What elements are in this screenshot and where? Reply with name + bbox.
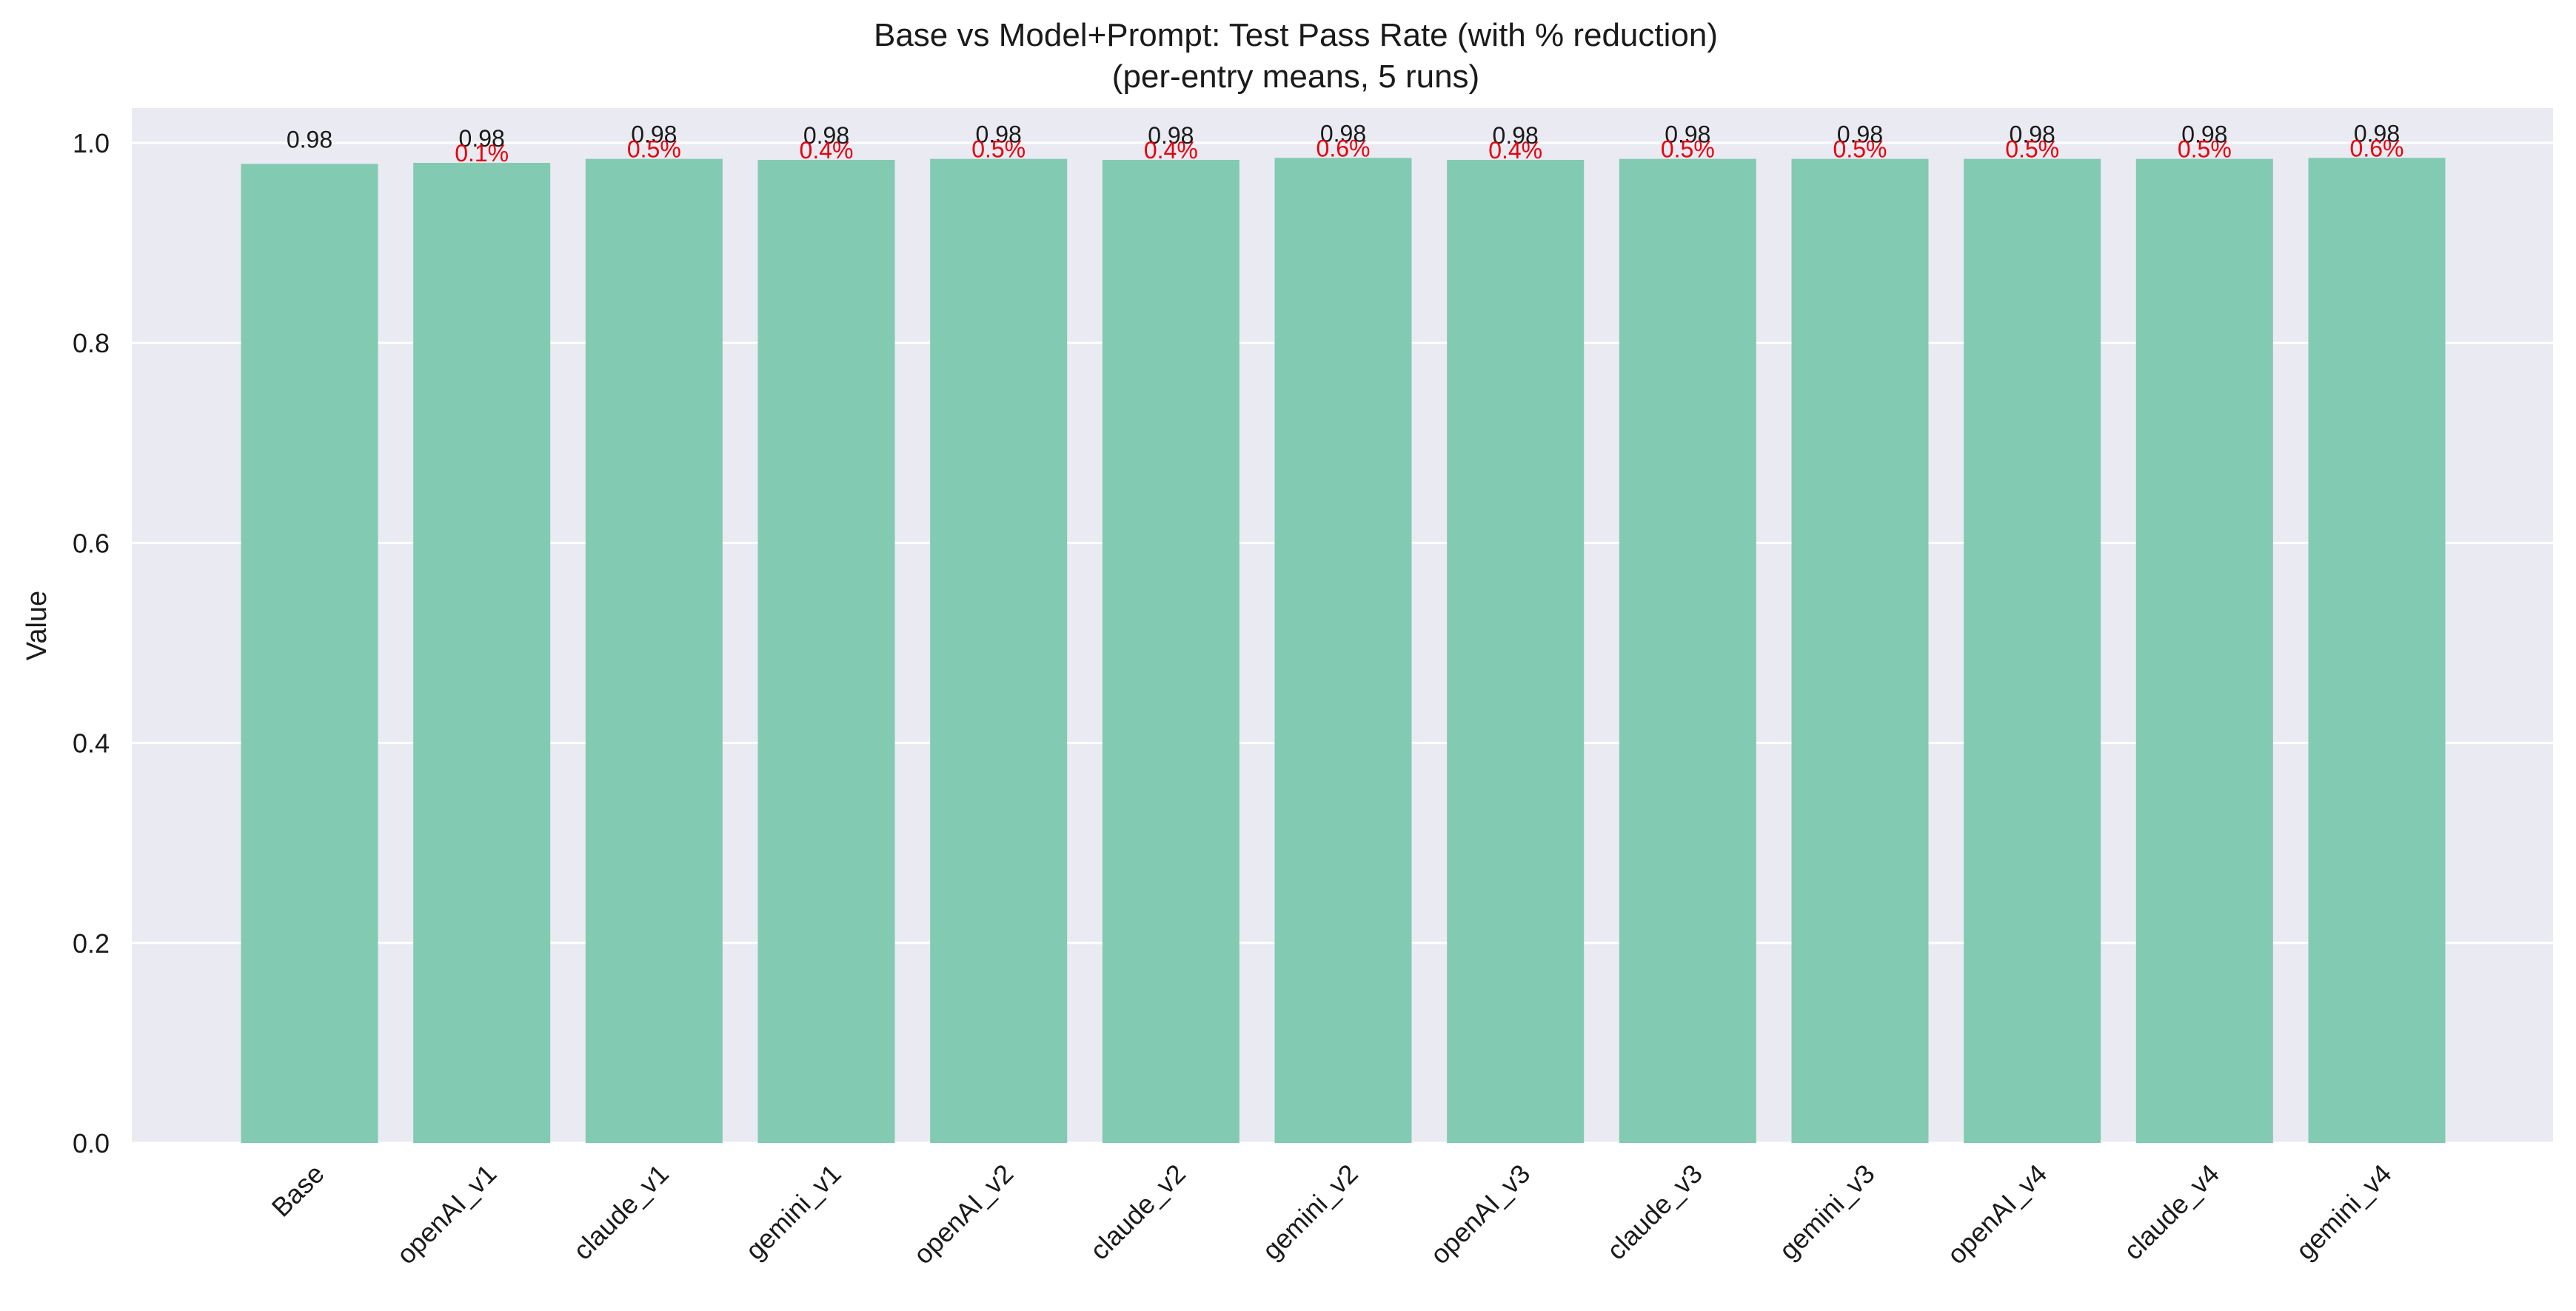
x-tick-label: claude_v3 [1601, 1159, 1708, 1266]
bar [241, 164, 378, 1144]
y-tick-label: 0.4 [73, 728, 110, 759]
value-label: 0.98 [631, 121, 677, 148]
x-tick-label: gemini_v3 [1773, 1159, 1881, 1266]
value-label: 0.98 [2010, 121, 2055, 148]
y-tick-label: 0.2 [73, 928, 110, 959]
value-label: 0.98 [976, 121, 1022, 148]
x-tick-label: Base [266, 1159, 330, 1223]
reduction-label: 0.5% [2005, 136, 2059, 163]
value-label: 0.98 [287, 126, 332, 152]
reduction-label: 0.4% [1144, 137, 1198, 164]
x-tick-label: claude_v1 [567, 1159, 675, 1266]
x-tick-label: gemini_v2 [1257, 1159, 1364, 1266]
value-label: 0.98 [1148, 122, 1194, 149]
reduction-label: 0.5% [1661, 136, 1715, 163]
x-tick-labels: Base openAI_v1 claude_v1 gemini_v1 openAI_v2… [266, 1159, 2398, 1270]
reduction-label: 0.6% [2350, 135, 2404, 161]
bar [413, 163, 551, 1143]
reduction-label: 0.6% [1317, 135, 1371, 161]
bar [2308, 158, 2446, 1143]
bar [757, 159, 895, 1143]
value-label: 0.98 [1320, 120, 1366, 147]
x-tick-label: openAI_v2 [908, 1159, 1020, 1270]
value-label: 0.98 [1665, 121, 1710, 148]
y-tick-label: 0.0 [73, 1128, 110, 1159]
y-tick-labels: 0.0 0.2 0.4 0.6 0.8 1.0 [73, 128, 110, 1159]
y-tick-label: 0.6 [73, 528, 110, 558]
bar [1791, 158, 1929, 1144]
bars [241, 158, 2446, 1144]
bar [930, 158, 1068, 1144]
bar [1274, 158, 1412, 1143]
reduction-label: 0.5% [971, 136, 1026, 163]
chart-subtitle: (per-entry means, 5 runs) [1112, 58, 1479, 95]
reduction-label: 0.5% [627, 136, 681, 163]
reduction-label: 0.4% [1488, 137, 1542, 164]
bar [1447, 159, 1585, 1143]
bar [1619, 158, 1756, 1144]
reduction-label: 0.1% [455, 140, 509, 167]
y-tick-label: 1.0 [73, 128, 110, 158]
reduction-label: 0.5% [2178, 136, 2232, 163]
value-label: 0.98 [2354, 120, 2400, 147]
value-label: 0.98 [1493, 122, 1539, 149]
x-tick-label: gemini_v4 [2290, 1159, 2398, 1266]
chart-title: Base vs Model+Prompt: Test Pass Rate (wi… [874, 17, 1718, 53]
x-tick-label: claude_v4 [2118, 1159, 2225, 1266]
value-label: 0.98 [2181, 121, 2227, 148]
value-label: 0.98 [803, 122, 849, 149]
reduction-label: 0.4% [800, 137, 854, 164]
x-tick-label: gemini_v1 [740, 1159, 847, 1266]
value-label: 0.98 [459, 125, 505, 152]
x-tick-label: claude_v2 [1084, 1159, 1191, 1266]
bar [585, 158, 723, 1144]
reduction-label: 0.5% [1833, 136, 1887, 163]
y-tick-label: 0.8 [73, 328, 110, 358]
bar [1102, 159, 1240, 1143]
value-label: 0.98 [1837, 121, 1883, 148]
y-axis-label: Value [21, 591, 53, 660]
bar [1964, 158, 2101, 1144]
x-tick-label: openAI_v3 [1425, 1159, 1536, 1270]
x-tick-label: openAI_v4 [1941, 1159, 2053, 1270]
x-tick-label: openAI_v1 [391, 1159, 503, 1270]
bar [2135, 158, 2273, 1144]
bar-labels: 0.98 0.980.1%0.980.5%0.980.4%0.980.5%0.98… [287, 120, 2404, 167]
